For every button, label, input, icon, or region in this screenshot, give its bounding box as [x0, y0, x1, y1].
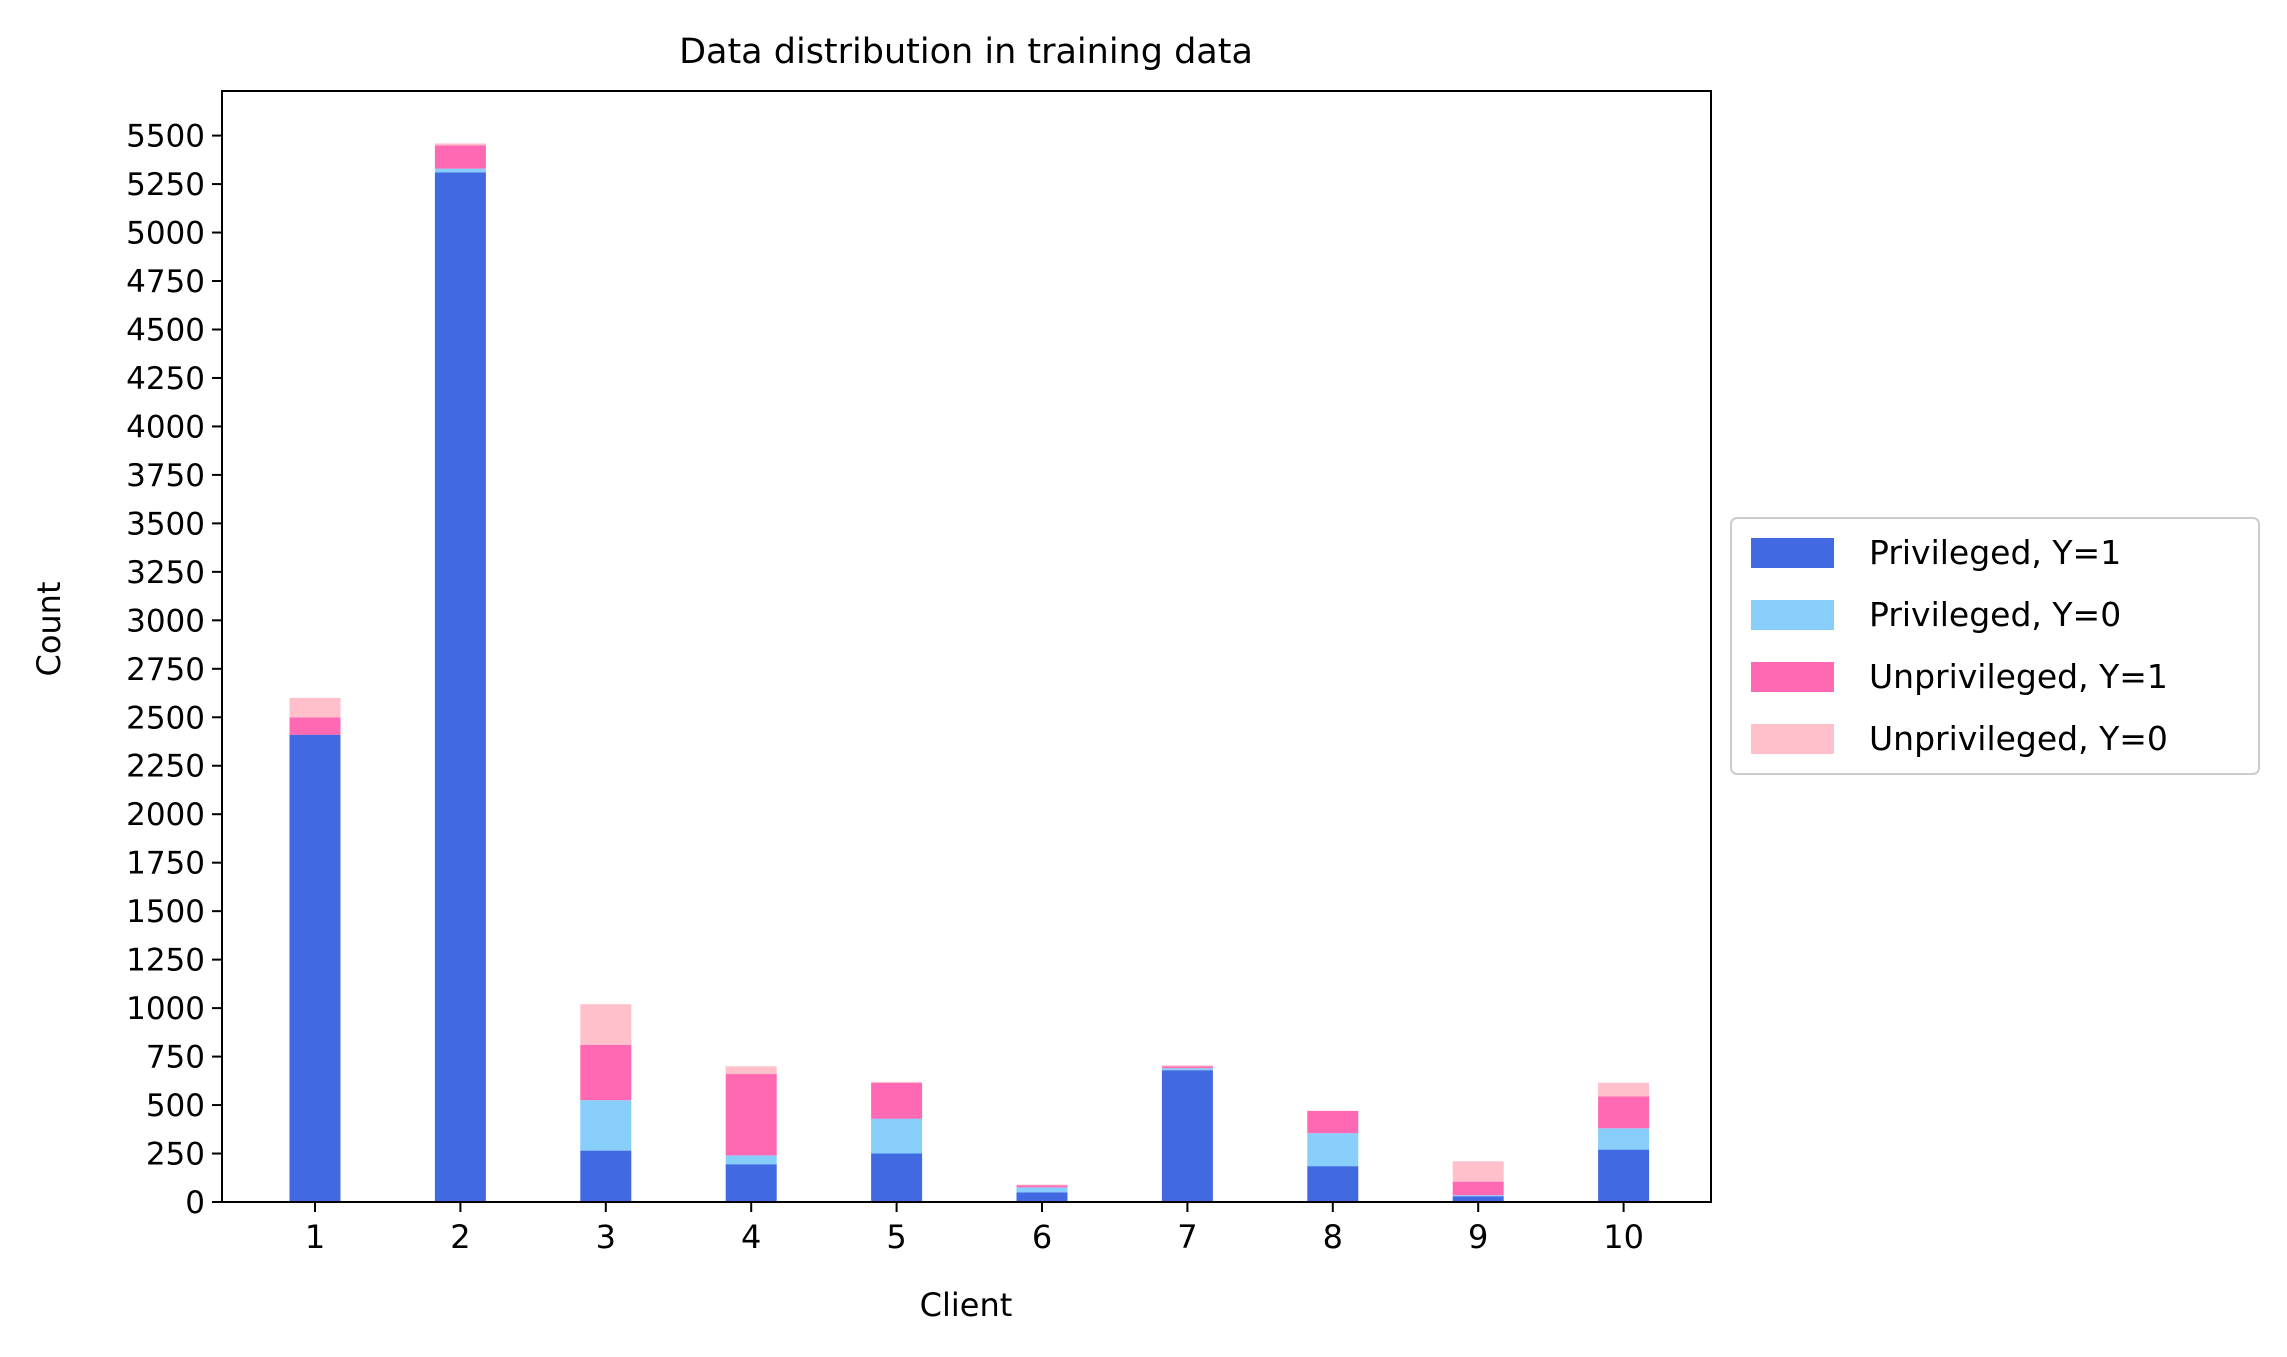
bar-client-4-series-2 [725, 1155, 777, 1165]
bar-client-10-series-4 [1598, 1082, 1650, 1097]
bar-client-2-series-2 [434, 168, 486, 173]
y-tick-label: 2750 [126, 652, 205, 688]
bar-client-3-series-1 [580, 1150, 632, 1202]
bar-client-2-series-1 [434, 172, 486, 1202]
bar-client-7-series-3 [1161, 1066, 1213, 1069]
legend-swatch-3 [1751, 662, 1834, 692]
x-axis-label: Client [920, 1286, 1013, 1324]
y-tick-label: 250 [146, 1137, 205, 1173]
y-tick-label: 1750 [126, 846, 205, 882]
bar-client-6-series-4 [1016, 1184, 1068, 1186]
bar-client-10-series-3 [1598, 1096, 1650, 1129]
bar-client-3-series-2 [580, 1100, 632, 1151]
legend-swatch-4 [1751, 724, 1834, 754]
legend-swatch-2 [1751, 600, 1834, 630]
y-tick-label: 500 [146, 1088, 205, 1124]
bar-client-8-series-3 [1307, 1110, 1359, 1134]
bar-client-9-series-4 [1452, 1161, 1504, 1182]
bar-client-6-series-3 [1016, 1185, 1068, 1188]
x-tick-label: 10 [1603, 1218, 1644, 1256]
legend-label-1: Privileged, Y=1 [1869, 533, 2121, 572]
x-tick-label: 2 [450, 1218, 470, 1256]
bar-client-8-series-1 [1307, 1166, 1359, 1202]
bar-client-3-series-4 [580, 1004, 632, 1045]
legend: Privileged, Y=1 Privileged, Y=0 Unprivileg… [1730, 517, 2260, 775]
legend-label-4: Unprivileged, Y=0 [1869, 719, 2168, 758]
y-tick-label: 4000 [126, 409, 205, 445]
chart-title: Data distribution in training data [679, 32, 1253, 72]
y-tick-label: 1500 [126, 894, 205, 930]
bar-client-4-series-4 [725, 1066, 777, 1075]
y-tick-label: 4250 [126, 361, 205, 397]
x-tick-label: 7 [1177, 1218, 1197, 1256]
x-tick-label: 5 [886, 1218, 906, 1256]
y-tick-label: 0 [185, 1185, 205, 1221]
x-tick-label: 6 [1032, 1218, 1052, 1256]
bar-client-3-series-3 [580, 1044, 632, 1101]
bar-client-4-series-3 [725, 1074, 777, 1156]
y-tick-label: 3000 [126, 603, 205, 639]
x-axis-ticks: 1 2 3 4 5 6 7 8 9 10 [305, 1202, 1644, 1256]
y-tick-label: 1250 [126, 943, 205, 979]
bar-client-2-series-4 [434, 143, 486, 146]
bar-client-1-series-1 [289, 734, 341, 1202]
bar-client-5-series-4 [871, 1081, 923, 1083]
bar-client-9-series-2 [1452, 1195, 1504, 1197]
bar-client-1-series-4 [289, 697, 341, 718]
legend-label-3: Unprivileged, Y=1 [1869, 657, 2168, 696]
bar-client-4-series-1 [725, 1164, 777, 1202]
bar-client-6-series-2 [1016, 1187, 1068, 1193]
bar-client-9-series-1 [1452, 1196, 1504, 1202]
x-tick-label: 1 [305, 1218, 325, 1256]
legend-swatch-1 [1751, 538, 1834, 568]
bar-client-10-series-2 [1598, 1128, 1650, 1150]
bar-client-5-series-3 [871, 1082, 923, 1119]
y-axis-label: Count [30, 581, 68, 676]
x-tick-label: 8 [1323, 1218, 1343, 1256]
bar-client-2-series-3 [434, 145, 486, 169]
y-tick-label: 3750 [126, 458, 205, 494]
bar-client-9-series-3 [1452, 1181, 1504, 1196]
legend-frame [1730, 517, 2260, 775]
plot-frame [221, 90, 1712, 1203]
bars-group [289, 143, 1650, 1202]
y-tick-label: 2250 [126, 749, 205, 785]
bar-client-7-series-1 [1161, 1070, 1213, 1202]
bar-client-8-series-2 [1307, 1133, 1359, 1167]
bar-client-7-series-2 [1161, 1068, 1213, 1071]
bar-client-10-series-1 [1598, 1149, 1650, 1202]
y-tick-label: 5500 [126, 119, 205, 155]
y-tick-label: 3500 [126, 506, 205, 542]
y-tick-label: 5250 [126, 167, 205, 203]
y-tick-label: 3250 [126, 555, 205, 591]
y-tick-label: 2000 [126, 797, 205, 833]
x-tick-label: 4 [741, 1218, 761, 1256]
bar-client-5-series-2 [871, 1118, 923, 1154]
y-tick-label: 2500 [126, 700, 205, 736]
x-tick-label: 3 [596, 1218, 616, 1256]
bar-client-5-series-1 [871, 1153, 923, 1202]
y-tick-label: 4500 [126, 312, 205, 348]
y-tick-label: 750 [146, 1040, 205, 1076]
bar-client-7-series-4 [1161, 1065, 1213, 1067]
bar-client-1-series-3 [289, 717, 341, 735]
x-tick-label: 9 [1468, 1218, 1488, 1256]
bar-client-6-series-1 [1016, 1192, 1068, 1202]
y-tick-label: 4750 [126, 264, 205, 300]
y-tick-label: 1000 [126, 991, 205, 1027]
y-axis-ticks: 0 250 500 750 1000 1250 1500 1750 2000 2250 2500 27… [126, 119, 222, 1221]
legend-label-2: Privileged, Y=0 [1869, 595, 2121, 634]
y-tick-label: 5000 [126, 216, 205, 252]
